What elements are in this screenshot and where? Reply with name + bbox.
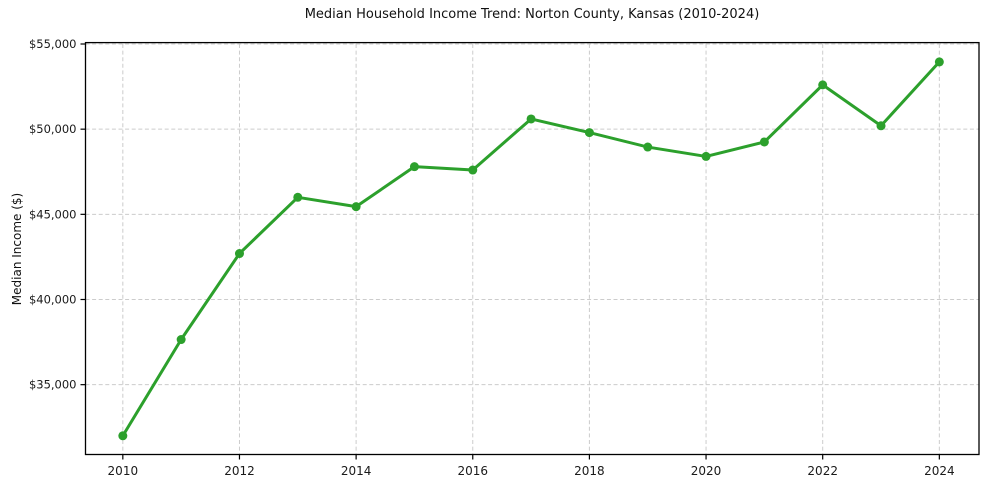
x-tick-label: 2014 [341,464,372,478]
data-point-2021 [759,137,769,147]
plot-border [84,41,980,456]
data-point-2024 [934,57,944,67]
y-tick-label: $35,000 [29,378,77,392]
x-tick-label: 2022 [807,464,838,478]
y-tick-label: $50,000 [29,122,77,136]
data-point-2023 [876,121,886,131]
data-point-2017 [526,114,536,124]
x-tick-label: 2012 [224,464,255,478]
data-point-2011 [176,335,186,345]
data-point-2015 [409,162,419,172]
data-point-2012 [234,249,244,259]
y-tick-label: $45,000 [29,207,77,221]
x-tick-label: 2020 [691,464,722,478]
x-tick-label: 2024 [924,464,955,478]
y-tick-label: $40,000 [29,292,77,306]
data-point-2019 [643,142,653,152]
x-tick-label: 2016 [457,464,488,478]
data-point-2013 [293,192,303,202]
y-axis-label: Median Income ($) [10,192,24,306]
x-tick-label: 2018 [574,464,605,478]
y-tick-label: $55,000 [29,37,77,51]
chart-title: Median Household Income Trend: Norton Co… [304,7,760,22]
data-point-2010 [118,431,128,441]
data-point-2020 [701,151,711,161]
data-point-2014 [351,202,361,212]
x-tick-label: 2010 [108,464,139,478]
data-point-2016 [468,165,478,175]
data-point-2022 [818,80,828,90]
data-point-2018 [584,128,594,138]
